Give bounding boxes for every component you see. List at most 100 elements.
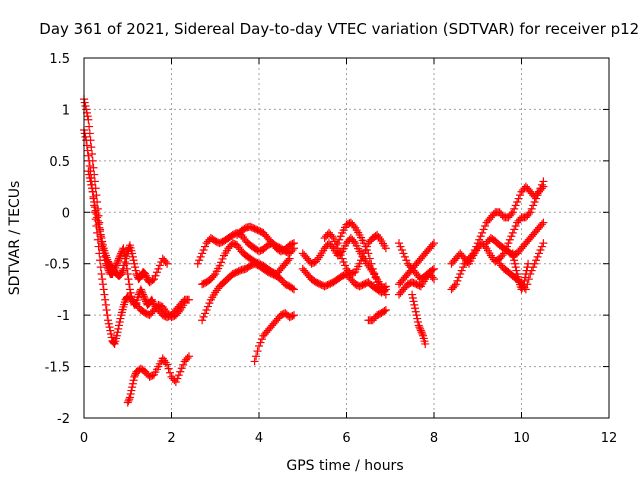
data-point <box>118 246 127 254</box>
data-point <box>395 239 403 248</box>
data-point <box>94 242 103 251</box>
data-point <box>218 254 227 263</box>
data-point <box>411 304 420 313</box>
data-point <box>123 398 132 407</box>
data-point <box>257 335 266 344</box>
data-point <box>131 263 140 272</box>
data-point <box>98 240 107 249</box>
data-point <box>118 266 127 275</box>
data-point <box>158 354 167 363</box>
data-point <box>93 216 102 225</box>
data-point <box>82 136 91 145</box>
data-point <box>380 307 389 316</box>
data-point <box>114 256 123 265</box>
data-point <box>176 367 185 376</box>
data-point <box>92 210 101 218</box>
data-point <box>313 255 322 264</box>
data-point <box>413 318 422 326</box>
data-point <box>211 288 220 297</box>
data-point <box>95 223 104 232</box>
data-point <box>117 270 126 278</box>
data-point <box>507 210 516 218</box>
data-point <box>205 299 214 308</box>
data-point <box>478 228 487 237</box>
data-point <box>536 184 545 193</box>
data-point <box>532 194 541 203</box>
data-point <box>93 235 102 244</box>
data-point <box>537 242 546 251</box>
data-point <box>151 271 160 280</box>
data-point <box>533 191 542 200</box>
data-point <box>410 300 419 309</box>
data-point <box>371 273 380 282</box>
data-point <box>416 326 425 335</box>
data-point <box>511 201 520 210</box>
data-point <box>451 280 460 289</box>
data-point <box>513 198 522 206</box>
data-point <box>505 235 514 244</box>
data-point <box>217 258 226 267</box>
data-point <box>98 275 107 284</box>
data-point <box>314 253 323 262</box>
y-tick-label: -1.5 <box>45 361 70 376</box>
y-tick-label: 0.5 <box>49 155 70 170</box>
data-points <box>80 95 548 407</box>
data-point <box>96 227 105 236</box>
data-point <box>161 358 170 367</box>
data-point <box>128 379 137 388</box>
data-point <box>83 112 92 121</box>
data-point <box>428 273 437 282</box>
data-series <box>80 95 193 322</box>
data-point <box>163 259 172 268</box>
data-series <box>447 177 548 268</box>
data-point <box>185 295 193 304</box>
data-point <box>402 256 411 265</box>
data-point <box>421 339 430 348</box>
data-point <box>327 242 336 251</box>
data-point <box>85 156 94 165</box>
data-point <box>117 268 126 277</box>
data-point <box>152 268 161 277</box>
data-point <box>428 240 437 249</box>
data-point <box>104 319 113 328</box>
data-point <box>524 275 533 284</box>
data-point <box>417 328 426 337</box>
data-point <box>536 246 545 254</box>
data-point <box>96 230 105 239</box>
data-point <box>141 270 150 278</box>
data-point <box>522 266 531 275</box>
data-point <box>131 266 140 275</box>
data-series <box>408 290 430 348</box>
data-point <box>209 271 218 280</box>
data-point <box>88 150 97 158</box>
data-series <box>364 306 390 325</box>
data-series <box>233 222 298 256</box>
data-point <box>85 174 94 182</box>
data-point <box>98 280 107 289</box>
data-point <box>115 321 123 330</box>
data-series <box>508 249 533 294</box>
data-point <box>101 251 110 260</box>
data-point <box>430 264 438 273</box>
data-point <box>136 285 145 294</box>
data-point <box>510 256 519 265</box>
data-point <box>154 264 163 273</box>
data-point <box>397 246 406 254</box>
data-point <box>125 395 134 404</box>
data-point <box>454 273 463 282</box>
data-point <box>537 180 546 189</box>
data-point <box>430 239 438 248</box>
data-point <box>284 256 293 265</box>
data-point <box>89 192 98 201</box>
data-point <box>107 333 116 342</box>
data-point <box>88 184 97 193</box>
x-tick-label: 10 <box>513 431 530 446</box>
x-tick-label: 12 <box>601 431 618 446</box>
data-point <box>539 177 548 186</box>
data-point <box>98 237 107 246</box>
data-point <box>332 240 341 249</box>
data-point <box>341 261 350 270</box>
data-point <box>396 242 405 251</box>
data-point <box>80 129 89 138</box>
data-point <box>112 331 121 340</box>
